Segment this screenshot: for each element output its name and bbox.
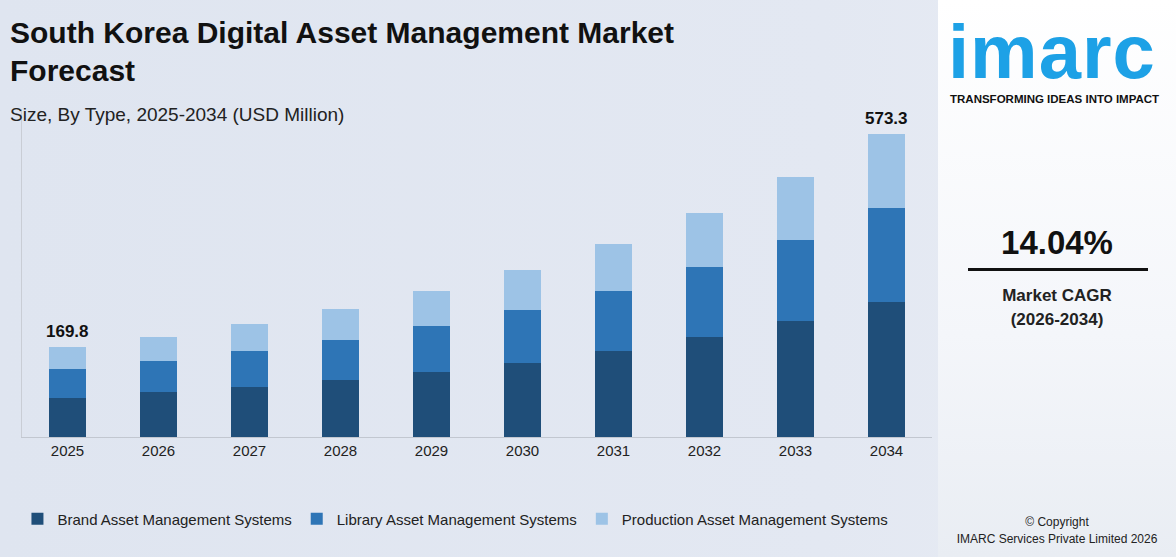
svg-text:2029: 2029 — [415, 442, 448, 459]
html-text:14.04%: 14.04% — [1001, 224, 1113, 261]
svg-text:2034: 2034 — [870, 442, 903, 459]
svg-text:169.8: 169.8 — [46, 322, 89, 341]
svg-text:Brand Asset Management Systems: Brand Asset Management Systems — [57, 511, 291, 528]
svg-text:2028: 2028 — [324, 442, 357, 459]
html-text:IMARC Services Private Limited: IMARC Services Private Limited 2026 — [956, 532, 1158, 546]
html-text:Size, By Type, 2025-2034 (USD: Size, By Type, 2025-2034 (USD Million) — [10, 104, 345, 125]
svg-text:2031: 2031 — [597, 442, 630, 459]
svg-text:2030: 2030 — [506, 442, 539, 459]
svg-text:2026: 2026 — [142, 442, 175, 459]
svg-text:2033: 2033 — [779, 442, 812, 459]
html-text:(2026-2034): (2026-2034) — [1010, 310, 1104, 329]
html-text:TRANSFORMING IDEAS INTO IMPACT: TRANSFORMING IDEAS INTO IMPACT — [950, 93, 1160, 105]
svg-text:Production Asset Management Sy: Production Asset Management Systems — [622, 511, 888, 528]
svg-text:2027: 2027 — [233, 442, 266, 459]
svg-text:573.3: 573.3 — [865, 109, 908, 128]
svg-text:2032: 2032 — [688, 442, 721, 459]
svg-text:2025: 2025 — [51, 442, 84, 459]
html-text:South Korea Digital Asset Mana: South Korea Digital Asset Management Mar… — [10, 16, 674, 87]
html-text:© Copyright: © Copyright — [1025, 515, 1089, 529]
svg-text:Library Asset Management Syste: Library Asset Management Systems — [337, 511, 577, 528]
html-text:imarc: imarc — [948, 9, 1156, 94]
html-text:Market CAGR: Market CAGR — [1002, 286, 1112, 305]
